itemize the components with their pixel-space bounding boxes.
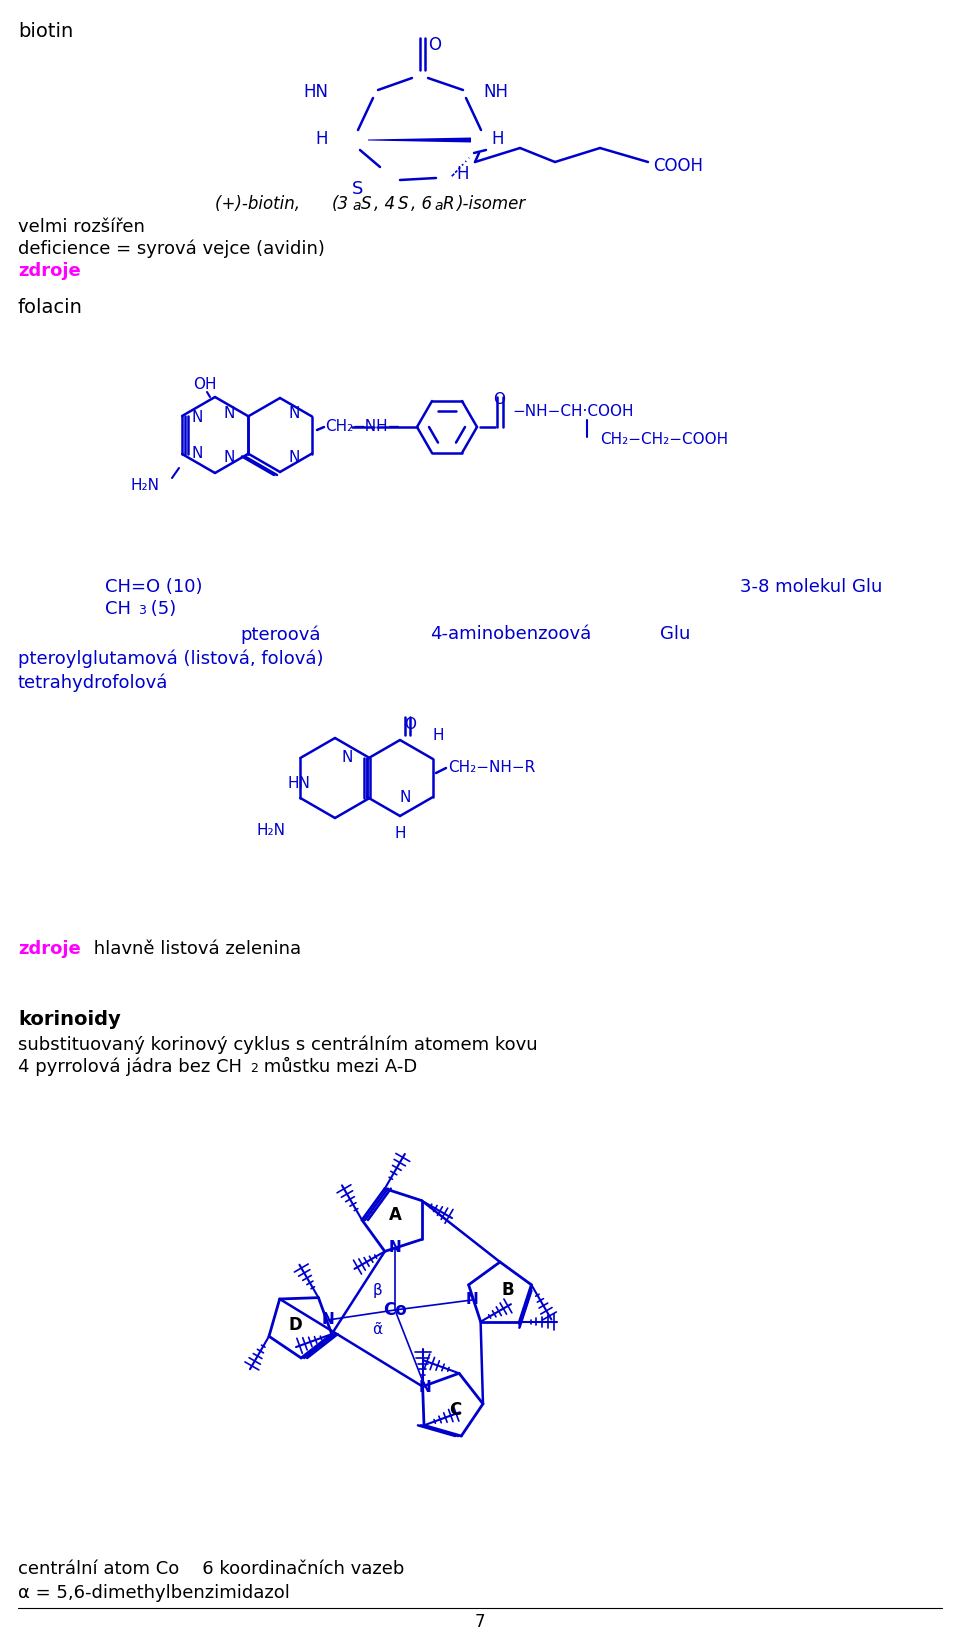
- Text: biotin: biotin: [18, 21, 73, 41]
- Text: Glu: Glu: [660, 624, 690, 642]
- Text: N: N: [322, 1313, 334, 1327]
- Text: O: O: [493, 392, 505, 407]
- Text: O: O: [404, 716, 416, 731]
- Text: tetrahydrofolová: tetrahydrofolová: [18, 674, 168, 692]
- Text: HN: HN: [287, 776, 310, 791]
- Text: H: H: [316, 130, 328, 148]
- Text: , 6: , 6: [411, 194, 432, 212]
- Text: N: N: [399, 791, 411, 805]
- Text: můstku mezi A-D: můstku mezi A-D: [258, 1057, 418, 1075]
- Text: deficience = syrová vejce (avidin): deficience = syrová vejce (avidin): [18, 240, 324, 259]
- Text: α̃: α̃: [372, 1323, 382, 1337]
- Text: 7: 7: [475, 1612, 485, 1631]
- Polygon shape: [368, 137, 471, 143]
- Text: C: C: [449, 1402, 461, 1420]
- Text: N: N: [191, 445, 203, 461]
- Text: D: D: [288, 1316, 301, 1334]
- Text: a: a: [434, 199, 443, 212]
- Text: H₂N: H₂N: [130, 478, 159, 492]
- Text: a: a: [352, 199, 361, 212]
- Text: S: S: [351, 180, 363, 198]
- Text: N: N: [224, 450, 234, 464]
- Text: S: S: [398, 194, 409, 212]
- Text: , 4: , 4: [374, 194, 396, 212]
- Text: COOH: COOH: [653, 156, 703, 175]
- Text: (5): (5): [145, 600, 177, 618]
- Text: )-isomer: )-isomer: [456, 194, 525, 212]
- Text: CH: CH: [105, 600, 131, 618]
- Text: R: R: [443, 194, 454, 212]
- Text: H: H: [491, 130, 503, 148]
- Text: 3: 3: [138, 604, 146, 618]
- Text: CH₂−NH−R: CH₂−NH−R: [448, 759, 536, 776]
- Text: 3-8 molekul Glu: 3-8 molekul Glu: [740, 578, 882, 596]
- Text: 4 pyrrolová jádra bez CH: 4 pyrrolová jádra bez CH: [18, 1057, 242, 1077]
- Text: N: N: [224, 405, 234, 420]
- Text: centrální atom Co    6 koordinačních vazeb: centrální atom Co 6 koordinačních vazeb: [18, 1560, 404, 1578]
- Text: CH₂−CH₂−COOH: CH₂−CH₂−COOH: [600, 432, 728, 446]
- Text: N: N: [288, 450, 300, 464]
- Text: pteroylglutamová (listová, folová): pteroylglutamová (listová, folová): [18, 651, 324, 669]
- Text: korinoidy: korinoidy: [18, 1010, 121, 1029]
- Text: substituovaný korinový cyklus s centrálním atomem kovu: substituovaný korinový cyklus s centráln…: [18, 1034, 538, 1054]
- Text: velmi rozšířen: velmi rozšířen: [18, 217, 145, 236]
- Text: Co: Co: [383, 1301, 407, 1319]
- Text: α = 5,6-dimethylbenzimidazol: α = 5,6-dimethylbenzimidazol: [18, 1584, 290, 1603]
- Text: (3: (3: [332, 194, 349, 212]
- Text: HN: HN: [303, 82, 328, 100]
- Text: (+)-biotin,: (+)-biotin,: [215, 194, 305, 212]
- Text: H: H: [433, 728, 444, 743]
- Text: O: O: [428, 36, 441, 54]
- Text: −NH−: −NH−: [352, 418, 400, 435]
- Text: A: A: [389, 1206, 401, 1224]
- Text: 4-aminobenzoová: 4-aminobenzoová: [430, 624, 591, 642]
- Text: N: N: [342, 751, 352, 766]
- Text: H: H: [395, 827, 406, 842]
- Text: OH: OH: [193, 377, 217, 392]
- Text: CH₂: CH₂: [325, 418, 353, 435]
- Text: N: N: [288, 405, 300, 420]
- Text: H: H: [456, 165, 468, 183]
- Text: S: S: [361, 194, 372, 212]
- Text: CH=O (10): CH=O (10): [105, 578, 203, 596]
- Text: N: N: [191, 410, 203, 425]
- Text: H₂N: H₂N: [256, 824, 285, 838]
- Text: N: N: [466, 1293, 478, 1308]
- Text: N: N: [389, 1240, 401, 1255]
- Text: hlavně listová zelenina: hlavně listová zelenina: [88, 940, 301, 959]
- Text: N: N: [419, 1380, 431, 1395]
- Text: NH: NH: [483, 82, 508, 100]
- Text: zdroje: zdroje: [18, 262, 81, 280]
- Text: β: β: [372, 1283, 382, 1298]
- Text: zdroje: zdroje: [18, 940, 81, 959]
- Text: B: B: [502, 1281, 515, 1299]
- Text: −NH−CH·COOH: −NH−CH·COOH: [512, 404, 634, 418]
- Text: 2: 2: [250, 1062, 258, 1075]
- Text: pteroová: pteroová: [240, 624, 321, 644]
- Text: folacin: folacin: [18, 298, 83, 316]
